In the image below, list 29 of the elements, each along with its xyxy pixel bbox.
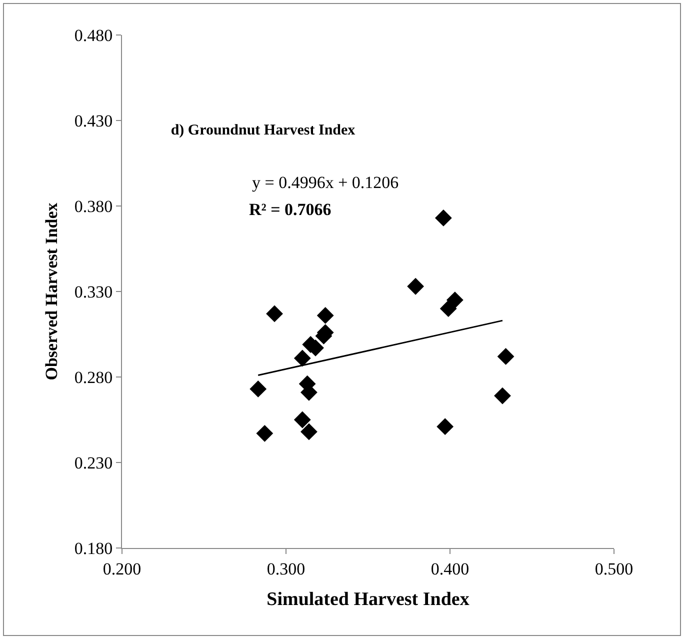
point — [294, 411, 311, 428]
point — [434, 210, 452, 226]
y-tick-label: 0.480 — [74, 26, 113, 45]
annotation: y = 0.4996x + 0.1206 — [252, 173, 399, 192]
text: d) Groundnut Harvest Index — [170, 122, 356, 138]
point — [494, 387, 511, 404]
annotation: R² = 0.7066 — [249, 200, 332, 219]
point — [266, 305, 283, 322]
point — [407, 278, 424, 295]
point — [256, 424, 274, 442]
point — [436, 418, 454, 436]
point — [300, 423, 318, 440]
x-tick-label: 0.300 — [266, 559, 306, 578]
point — [294, 350, 311, 367]
point — [446, 292, 464, 308]
y-tick-label: 0.380 — [74, 196, 113, 216]
x-tick-label: 0.400 — [430, 559, 470, 578]
x-tick-label: 0.500 — [594, 559, 634, 578]
point — [250, 380, 267, 398]
y-tick-label: 0.230 — [74, 453, 113, 472]
x-tick-label: 0.200 — [102, 559, 142, 578]
x-axis-title: Simulated Harvest Index — [266, 589, 470, 610]
point — [497, 348, 514, 365]
y-tick-label: 0.430 — [74, 111, 113, 130]
y-axis-title: Observed Harvest Index — [42, 202, 61, 380]
y-tick-label: 0.180 — [74, 538, 113, 558]
point — [316, 306, 334, 324]
y-tick-label: 0.280 — [74, 368, 113, 387]
y-tick-label: 0.330 — [74, 282, 113, 302]
